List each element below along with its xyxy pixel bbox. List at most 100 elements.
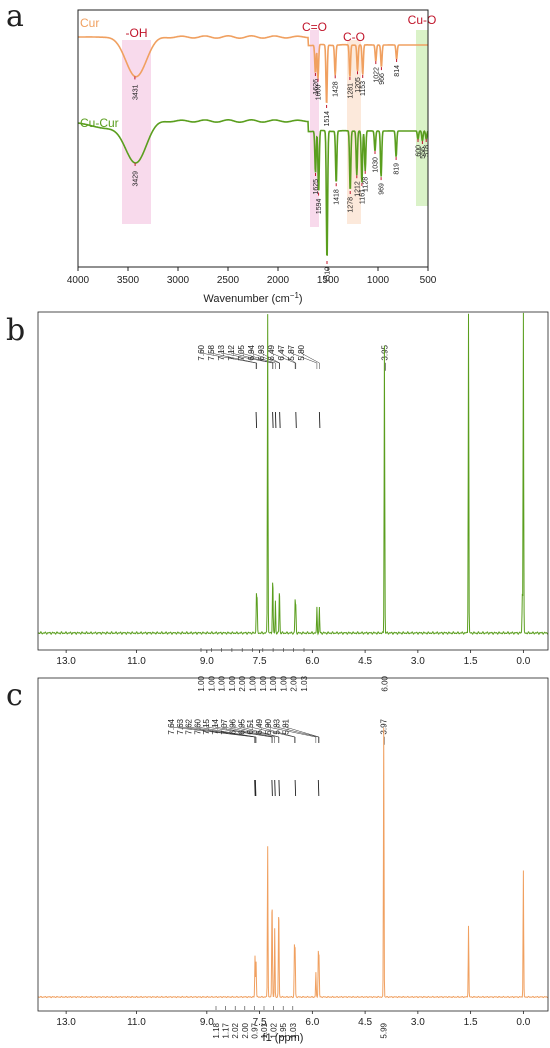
shift-connector-6 bbox=[223, 722, 275, 743]
shift-label-10: 5.80 bbox=[297, 344, 306, 360]
shift-label-5: 6.94 bbox=[247, 344, 256, 360]
shift-connector-6 bbox=[260, 348, 280, 369]
shift-label-12: 5.83 bbox=[273, 718, 282, 734]
peak-label-1510: 1510 bbox=[325, 267, 332, 283]
series-line-cur bbox=[78, 35, 428, 104]
shift-label-2: 7.13 bbox=[217, 344, 226, 360]
shift-connector-5 bbox=[214, 722, 273, 743]
integral-curve-4 bbox=[271, 779, 273, 797]
band-1 bbox=[310, 30, 319, 227]
shift-connector-3 bbox=[197, 722, 257, 743]
integral-value-1: 1.17 bbox=[222, 1022, 231, 1038]
shift-label-13: 5.81 bbox=[281, 718, 290, 734]
x-tick-label-1000: 1000 bbox=[367, 275, 390, 286]
peak-label-1281: 1281 bbox=[347, 83, 354, 99]
shift-connector-4 bbox=[205, 722, 273, 743]
shift-connector-10 bbox=[300, 348, 320, 369]
shift-connector-3 bbox=[230, 348, 274, 369]
integral-value-right: 5.99 bbox=[380, 1022, 389, 1038]
tick-label-7: 1.5 bbox=[464, 656, 478, 667]
integral-curve-0 bbox=[254, 779, 256, 797]
band-label-2: C-O bbox=[343, 30, 365, 44]
nmr-chart-b: 7.60 7.58 7.13 7.12 7.05 6.94 6.93 6.49 6.47 5.87… bbox=[37, 311, 549, 692]
peak-label-1600: 1600 bbox=[316, 85, 323, 101]
shift-label-0: 7.64 bbox=[167, 718, 176, 734]
ftir-x-axis-title: Wavenumber (cm−1) bbox=[203, 291, 302, 305]
shift-label-1: 7.58 bbox=[207, 344, 216, 360]
integral-value-4: 2.00 bbox=[238, 675, 247, 691]
band-label-1: C=O bbox=[302, 20, 327, 34]
peak-label-1278: 1278 bbox=[348, 197, 355, 213]
shift-label-2: 7.62 bbox=[185, 718, 194, 734]
tick-label-8: 0.0 bbox=[516, 1017, 530, 1028]
nmr-b-x-ticks: 13.0 11.0 9.0 7.5 6.0 4.5 3.0 1.5 0.0 bbox=[56, 650, 531, 667]
tick-label-8: 0.0 bbox=[516, 656, 530, 667]
shift-label-3: 7.60 bbox=[193, 718, 202, 734]
peak-label-1030: 1030 bbox=[373, 157, 380, 173]
peak-label-819: 819 bbox=[394, 163, 401, 175]
x-tick-label-1500: 1500 bbox=[317, 275, 340, 286]
integral-curve-2 bbox=[272, 411, 274, 429]
x-tick-label-2000: 2000 bbox=[267, 275, 290, 286]
shift-connector-4 bbox=[240, 348, 276, 369]
integral-value-8: 1.00 bbox=[279, 675, 288, 691]
peak-label-3431: 3431 bbox=[132, 84, 139, 100]
shift-label-10: 6.49 bbox=[255, 718, 264, 734]
tick-label-5: 4.5 bbox=[358, 656, 372, 667]
series-label-cu-cur: Cu-Cur bbox=[80, 116, 119, 130]
nmr-c-x-ticks: 13.0 11.0 9.0 7.5 6.0 4.5 3.0 1.5 0.0 bbox=[56, 1011, 531, 1028]
x-tick-label-3000: 3000 bbox=[167, 275, 190, 286]
nmr-c-integrals: 1.18 1.17 2.02 2.00 0.97 1.01 1.02 1.95 1.03 5.99 bbox=[212, 1006, 389, 1039]
shift-connector-12 bbox=[276, 722, 319, 743]
ftir-plot-frame bbox=[77, 9, 429, 268]
shift-connector-13 bbox=[285, 722, 320, 743]
shift-label-8: 6.95 bbox=[237, 718, 246, 734]
x-tick-label-500: 500 bbox=[420, 275, 437, 286]
integral-value-4: 0.97 bbox=[250, 1022, 259, 1038]
panel-letter-c: c bbox=[6, 678, 23, 713]
nmr-b-spectrum bbox=[37, 312, 549, 636]
peak-label-969: 969 bbox=[379, 183, 386, 195]
ftir-bands: -OH C=O C-O Cu-O bbox=[122, 13, 436, 227]
shift-connector-11 bbox=[267, 722, 317, 743]
integral-curve-8 bbox=[278, 779, 280, 797]
peak-label-1161: 1161 bbox=[359, 189, 366, 204]
tick-label-3: 7.5 bbox=[253, 1017, 267, 1028]
shift-label-9: 6.51 bbox=[246, 718, 255, 734]
shift-connector-9 bbox=[290, 348, 318, 369]
peak-label-1153: 1153 bbox=[360, 81, 367, 96]
tick-label-1: 11.0 bbox=[127, 1017, 146, 1028]
integral-value-6: 1.02 bbox=[270, 1022, 279, 1038]
shift-connector-1 bbox=[210, 348, 258, 369]
shift-label-6: 7.07 bbox=[220, 718, 229, 734]
spectrum-line bbox=[37, 727, 548, 999]
tick-label-6: 3.0 bbox=[411, 1017, 425, 1028]
tick-label-3: 7.5 bbox=[253, 656, 267, 667]
series-line-cu-cur bbox=[78, 119, 429, 256]
shift-label-0: 7.60 bbox=[197, 344, 206, 360]
nmr-c-x-axis-title: f1 (ppm) bbox=[263, 1032, 304, 1044]
integral-curve-6 bbox=[279, 411, 281, 429]
shift-connector-10 bbox=[258, 722, 296, 743]
x-tick-label-4000: 4000 bbox=[67, 275, 90, 286]
tick-label-2: 9.0 bbox=[200, 656, 214, 667]
tick-label-2: 9.0 bbox=[200, 1017, 214, 1028]
nmr-c-frame bbox=[37, 677, 549, 1012]
integral-value-7: 1.00 bbox=[269, 675, 278, 691]
shift-connector-2 bbox=[220, 348, 273, 369]
shift-label-4: 7.15 bbox=[202, 718, 211, 734]
peak-label-1428: 1428 bbox=[333, 81, 340, 97]
peak-label-1212: 1212 bbox=[354, 181, 361, 197]
integral-value-2: 1.00 bbox=[218, 675, 227, 691]
tick-label-1: 11.0 bbox=[127, 656, 146, 667]
shift-label-1: 7.63 bbox=[176, 718, 185, 734]
shift-connector-7 bbox=[270, 348, 296, 369]
panel-letter-a: a bbox=[6, 0, 24, 34]
shift-label-8: 6.47 bbox=[277, 344, 286, 360]
shift-label-5: 7.14 bbox=[211, 718, 220, 734]
shift-connector-8 bbox=[241, 722, 280, 743]
shift-connector-0 bbox=[200, 348, 257, 369]
nmr-b-shift-labels: 7.60 7.58 7.13 7.12 7.05 6.94 6.93 6.49 6.47 5.87… bbox=[197, 344, 389, 429]
integral-value-0: 1.00 bbox=[197, 675, 206, 691]
